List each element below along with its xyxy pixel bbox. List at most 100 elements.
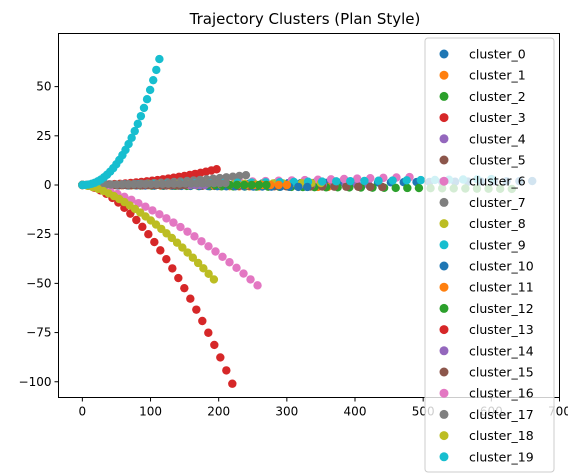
y-tick-label: 50 [36,80,51,94]
legend-marker [439,303,449,313]
point [204,269,213,279]
point [225,258,234,267]
point [210,340,219,350]
y-tick-label: −100 [19,375,52,389]
point [138,222,147,232]
point [155,210,164,219]
legend-item-cluster_8: cluster_8 [439,216,526,231]
point [180,283,189,293]
y-tick-label: 0 [44,178,52,192]
legend-label: cluster_14 [469,343,534,358]
point [209,275,219,284]
point [228,172,238,181]
point [142,95,152,104]
legend-marker [439,452,449,462]
legend-label: cluster_5 [469,153,526,168]
legend-item-cluster_16: cluster_16 [439,386,534,401]
point [378,182,387,192]
y-tick-label: 25 [36,129,51,143]
point [374,176,383,185]
legend-item-cluster_10: cluster_10 [439,259,534,274]
point [416,175,426,185]
point [152,65,161,75]
legend-marker [439,49,449,59]
point [241,170,251,180]
point [346,176,355,186]
point [183,227,192,236]
point [222,366,231,375]
point [360,176,369,186]
point [124,139,133,149]
legend-item-cluster_5: cluster_5 [439,153,526,168]
legend-label: cluster_3 [469,110,526,125]
legend-label: cluster_0 [469,47,526,62]
point [172,238,182,247]
y-axis: −100 −75 −50 −25 0 25 50 [19,80,59,389]
legend-item-cluster_19: cluster_19 [439,449,534,464]
legend-item-cluster_11: cluster_11 [439,280,534,295]
point [145,85,155,95]
point [414,183,424,193]
legend-item-cluster_13: cluster_13 [439,322,534,337]
legend-item-cluster_0: cluster_0 [439,47,526,62]
legend-marker [439,367,449,377]
legend-item-cluster_17: cluster_17 [439,407,534,422]
point [303,182,312,192]
point [211,247,220,256]
point [274,180,283,190]
legend-label: cluster_10 [469,259,534,274]
point [198,316,207,326]
point [253,281,262,290]
legend-label: cluster_15 [469,365,534,380]
legend-marker [439,155,449,165]
point [127,133,136,143]
point [174,273,183,283]
legend-item-cluster_3: cluster_3 [439,110,526,125]
legend-marker [439,197,449,207]
legend-marker [439,113,449,123]
legend: cluster_0 cluster_1 cluster_2 cluster_3clus… [424,37,555,473]
point [162,254,171,264]
point [130,126,139,136]
point [239,269,248,278]
x-tick-label: 200 [207,405,230,419]
legend-marker [439,409,449,419]
series-cluster_19 [78,54,164,190]
point [176,222,185,232]
point [221,178,230,188]
legend-label: cluster_17 [469,407,534,422]
x-tick-label: 100 [139,405,162,419]
point [240,180,249,190]
legend-marker [439,388,449,398]
legend-item-cluster_18: cluster_18 [439,428,534,443]
point [218,252,227,261]
point [235,171,244,181]
point [190,232,199,241]
legend-label: cluster_11 [469,280,534,295]
point [150,237,159,247]
legend-label: cluster_7 [469,195,526,210]
point [232,263,241,273]
legend-item-cluster_1: cluster_1 [439,68,526,83]
legend-label: cluster_6 [469,174,526,189]
legend-item-cluster_14: cluster_14 [439,343,534,358]
legend-label: cluster_8 [469,216,526,231]
legend-item-cluster_4: cluster_4 [439,131,526,146]
legend-marker [439,346,449,356]
point [186,294,195,303]
point [254,180,264,190]
point [197,237,206,246]
legend-label: cluster_1 [469,68,526,83]
legend-item-cluster_12: cluster_12 [439,301,534,316]
point [139,103,149,113]
legend-label: cluster_13 [469,322,534,337]
point [193,258,203,268]
point [262,180,271,190]
legend-marker [439,282,449,292]
point [391,183,400,193]
legend-box [424,37,555,473]
point [212,165,221,174]
point [388,176,397,185]
legend-label: cluster_19 [469,449,534,464]
